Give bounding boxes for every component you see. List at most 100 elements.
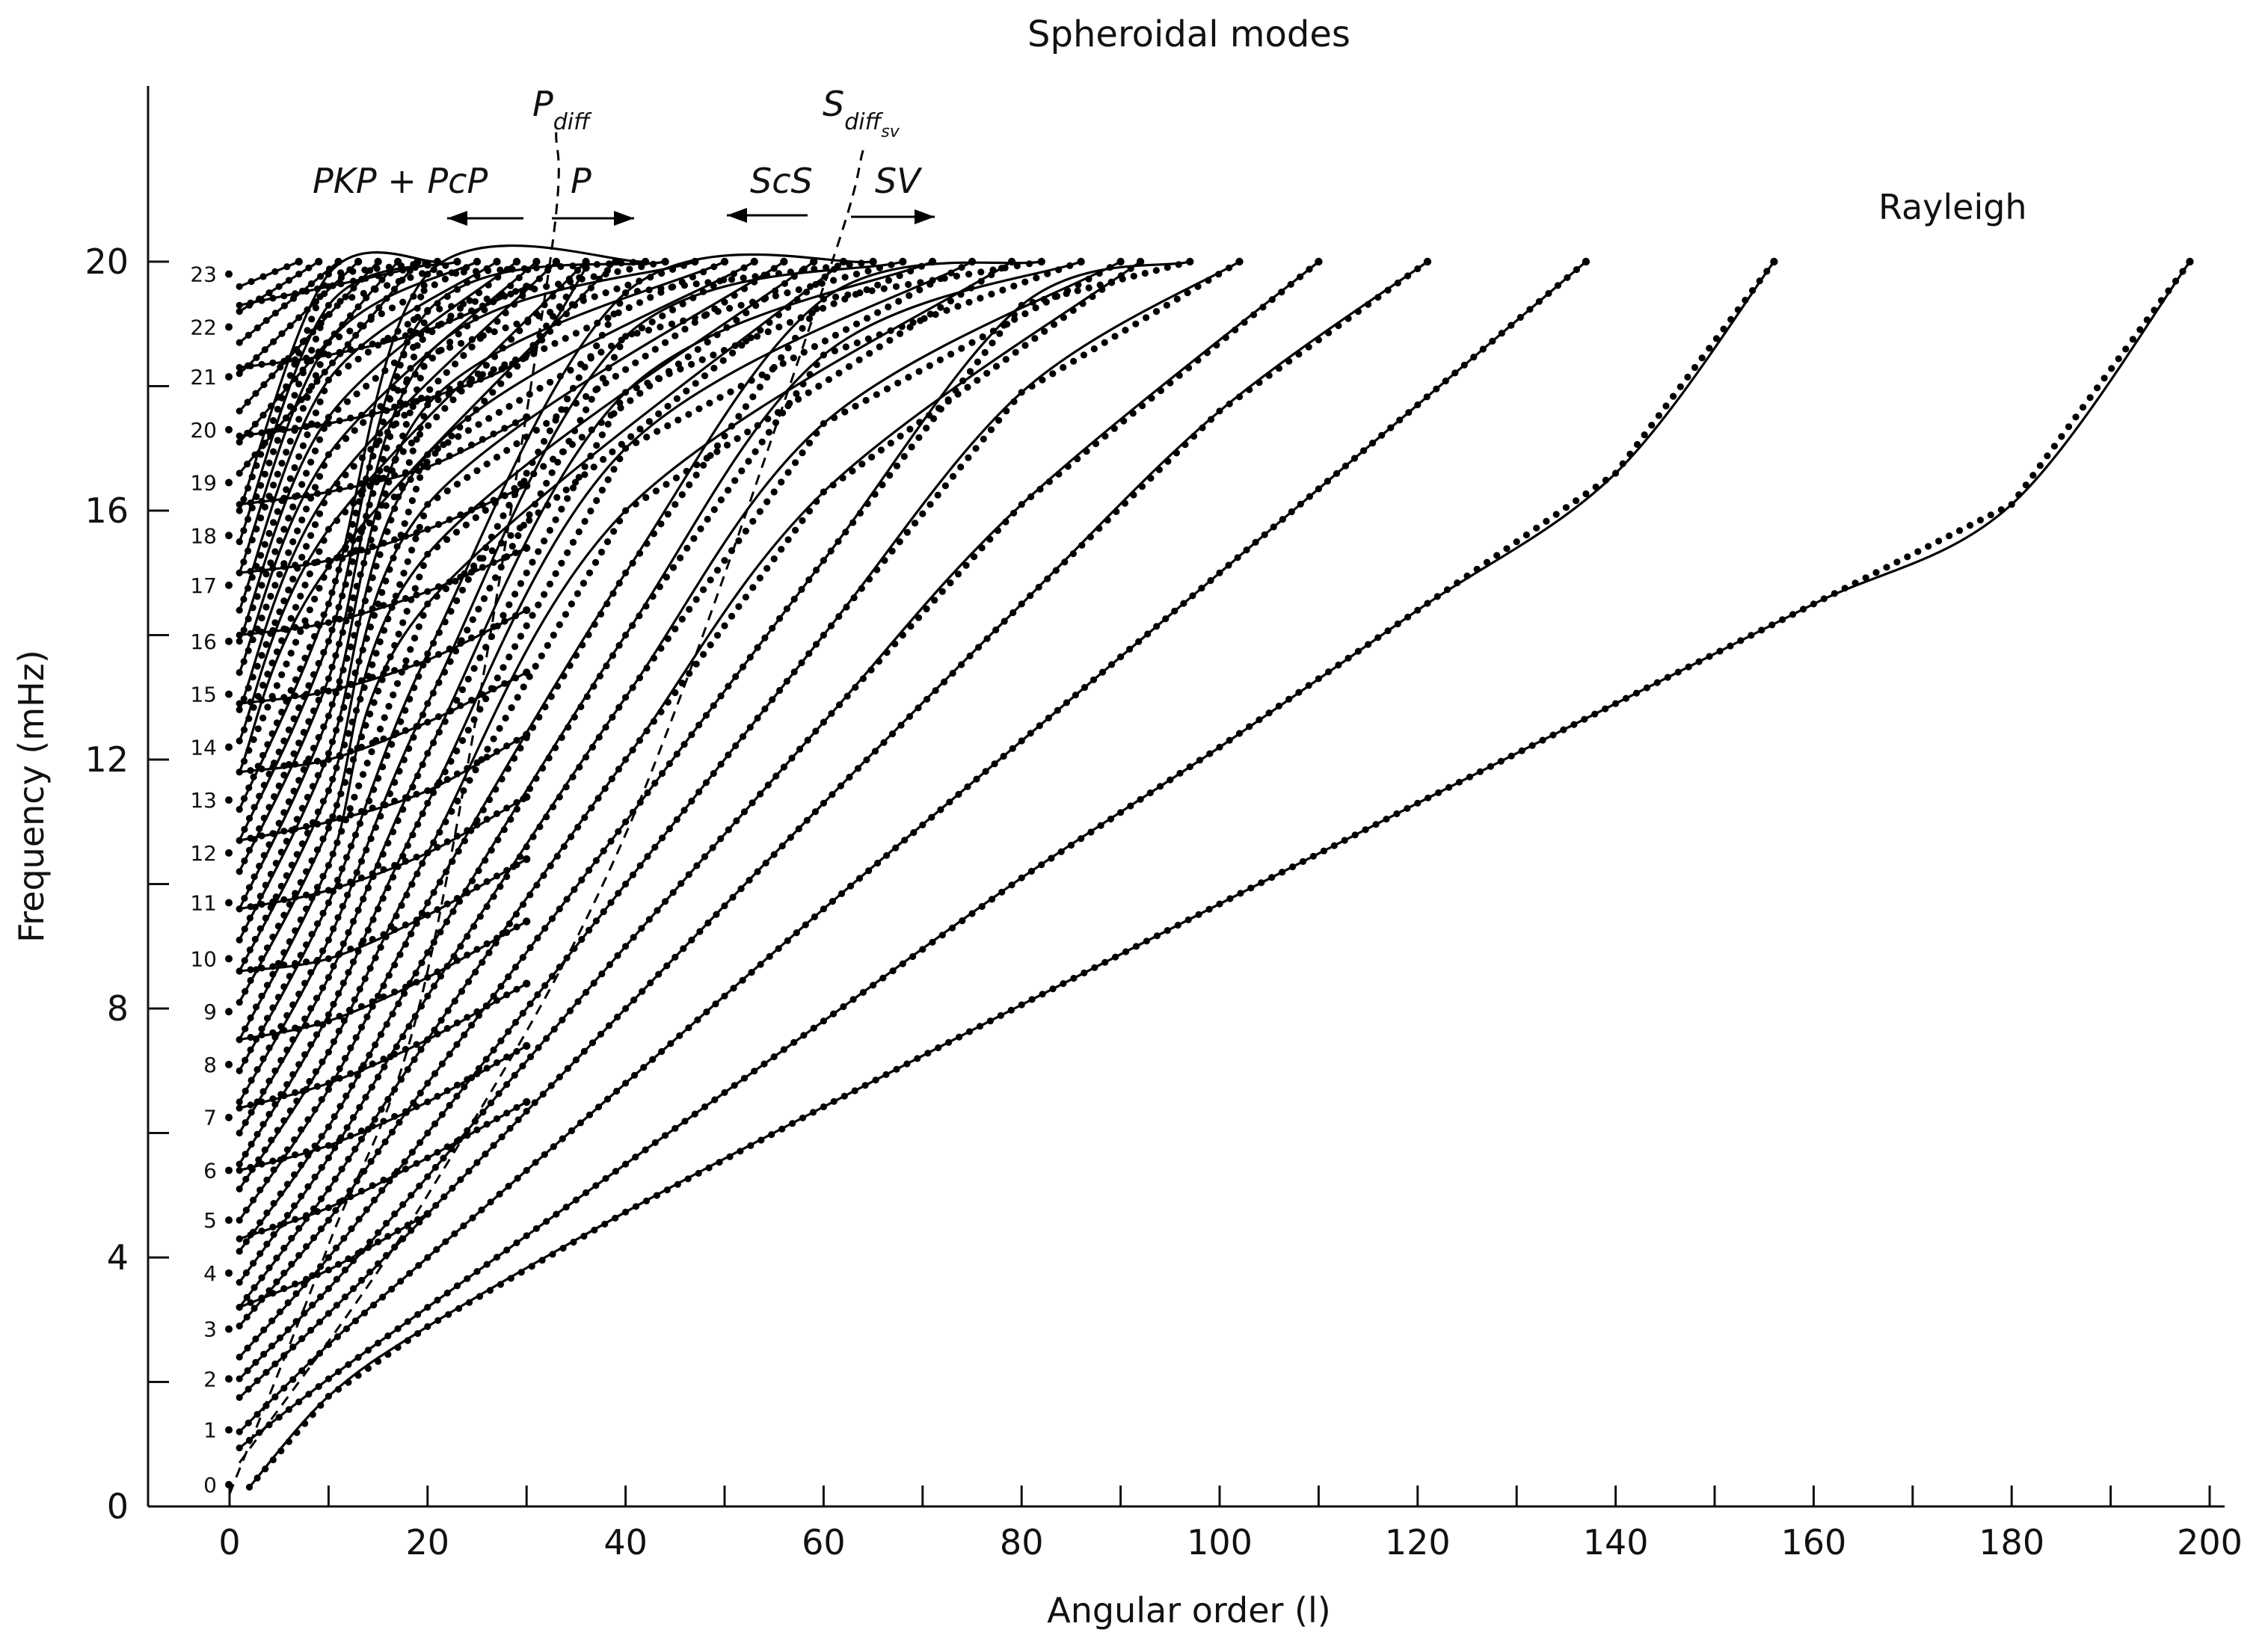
mode-point [259, 273, 267, 280]
mode-point [650, 260, 657, 268]
mode-point [676, 1032, 683, 1039]
mode-point [1038, 861, 1045, 869]
mode-point [280, 983, 288, 991]
mode-point [775, 270, 783, 277]
mode-point [283, 1180, 291, 1188]
mode-point [357, 528, 365, 535]
mode-point [712, 1000, 719, 1008]
mode-point [1247, 884, 1255, 892]
mode-point [1199, 424, 1206, 431]
mode-point [486, 585, 494, 592]
mode-point [384, 615, 392, 623]
mode-point [664, 422, 672, 430]
mode-point [308, 315, 316, 323]
mode-point [1092, 440, 1100, 448]
mode-point [354, 620, 362, 628]
mode-point [424, 992, 431, 1000]
mode-point [907, 267, 915, 275]
overtone-point [258, 1098, 265, 1106]
mode-point [285, 277, 292, 284]
mode-point [647, 979, 654, 987]
mode-point [398, 902, 405, 909]
overtone-point [453, 832, 461, 840]
mode-point [784, 304, 792, 311]
mode-point [1268, 296, 1276, 304]
mode-point [968, 257, 977, 266]
mode-point [588, 395, 595, 403]
mode-point [575, 473, 583, 481]
mode-point [988, 271, 995, 279]
overtone-point [413, 853, 420, 861]
mode-point [286, 938, 293, 946]
mode-point [457, 943, 464, 950]
mode-point [339, 666, 347, 674]
overtone-point [468, 568, 476, 576]
overtone-point [247, 1101, 254, 1109]
mode-point [852, 683, 859, 692]
mode-point [236, 638, 243, 645]
overtone-point [325, 1080, 332, 1087]
mode-point [1091, 964, 1098, 971]
mode-point [597, 348, 605, 356]
mode-point [899, 960, 906, 967]
mode-point [316, 436, 324, 443]
mode-point [752, 302, 760, 310]
mode-point [1003, 407, 1010, 415]
mode-point [1513, 538, 1520, 546]
mode-point [1157, 783, 1164, 790]
mode-point [338, 865, 346, 872]
mode-point [365, 585, 372, 593]
mode-point [526, 1053, 535, 1061]
mode-point [679, 300, 686, 308]
mode-point [1405, 409, 1413, 416]
mode-point [414, 257, 422, 266]
mode-point [349, 1114, 357, 1121]
mode-point [864, 315, 871, 322]
overtone-point [523, 1041, 531, 1050]
mode-point [1010, 283, 1018, 290]
mode-point [470, 665, 478, 672]
overtone-point [336, 815, 343, 822]
mode-point [313, 920, 322, 928]
mode-point [707, 576, 714, 584]
mode-point [482, 507, 489, 514]
mode-point [364, 884, 372, 892]
overtone-point [402, 1166, 410, 1173]
mode-point [407, 327, 414, 335]
mode-point [928, 257, 937, 266]
overtone-point [464, 827, 471, 834]
mode-point [799, 1114, 807, 1121]
mode-point [295, 381, 303, 388]
mode-point [325, 301, 332, 309]
overtone-point [325, 887, 332, 894]
mode-point [1287, 280, 1294, 288]
mode-point [636, 612, 643, 620]
mode-point [265, 1421, 273, 1429]
mode-point [514, 363, 521, 370]
mode-point [333, 1244, 340, 1252]
p-diff-main: P [532, 84, 553, 124]
mode-point [469, 1214, 476, 1222]
mode-point [1742, 296, 1749, 304]
mode-point [583, 392, 590, 401]
mode-point [546, 580, 554, 588]
mode-point [336, 640, 343, 648]
mode-point [1246, 386, 1253, 393]
mode-point [571, 886, 578, 893]
mode-point [947, 579, 954, 587]
mode-point [872, 1077, 879, 1084]
overtone-point [446, 516, 453, 523]
mode-point [835, 612, 843, 621]
mode-point [492, 574, 500, 582]
overtone-point [357, 1187, 366, 1195]
mode-point [663, 962, 671, 970]
mode-point [766, 952, 773, 960]
mode-point [972, 445, 980, 452]
overtone-point [303, 891, 310, 899]
mode-point [1010, 398, 1018, 405]
overtone-point [468, 696, 476, 704]
overtone-point [493, 935, 501, 942]
mode-point [243, 1293, 251, 1301]
overtone-point [434, 458, 443, 465]
overtone-point [582, 264, 590, 272]
